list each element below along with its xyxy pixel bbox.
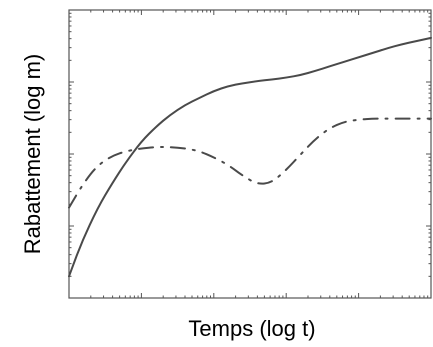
x-axis-label: Temps (log t) xyxy=(188,316,315,341)
y-axis-label: Rabattement (log m) xyxy=(20,54,45,255)
plot-frame xyxy=(68,9,432,299)
plot-border xyxy=(68,9,432,299)
series-layer xyxy=(68,36,432,278)
series-solid-line xyxy=(68,36,432,278)
series-dashdot-line xyxy=(68,117,432,209)
axis-ticks xyxy=(69,10,431,298)
